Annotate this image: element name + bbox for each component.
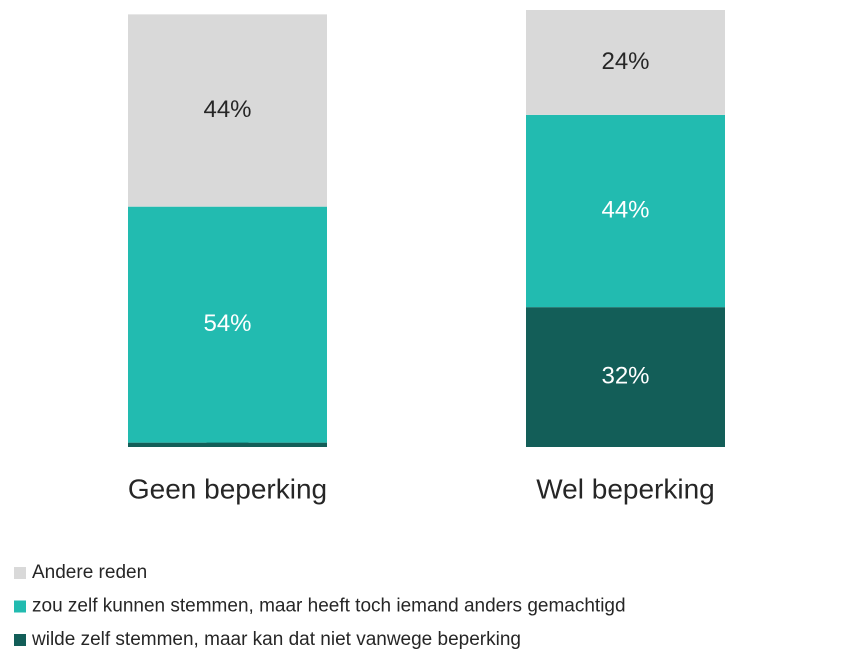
- bar-segment: [526, 114, 725, 308]
- bar-segment: [128, 442, 327, 447]
- legend-swatch: [14, 567, 26, 579]
- legend-swatch: [14, 634, 26, 646]
- bar-segment: [526, 10, 725, 115]
- data-label: 44%: [601, 196, 649, 223]
- bar-segment: [128, 206, 327, 443]
- legend-swatch: [14, 600, 26, 613]
- legend-label: zou zelf kunnen stemmen, maar heeft toch…: [32, 596, 626, 617]
- bar-segment: [526, 307, 725, 447]
- data-label: 44%: [203, 96, 251, 123]
- x-tick-label: Wel beperking: [536, 473, 714, 504]
- data-label: 54%: [203, 310, 251, 337]
- data-label: 24%: [601, 48, 649, 75]
- bar-segment: [128, 14, 327, 207]
- x-tick-label: Geen beperking: [128, 473, 327, 504]
- data-label: 32%: [601, 362, 649, 389]
- legend-label: Andere reden: [32, 562, 147, 583]
- legend-label: wilde zelf stemmen, maar kan dat niet va…: [31, 629, 521, 650]
